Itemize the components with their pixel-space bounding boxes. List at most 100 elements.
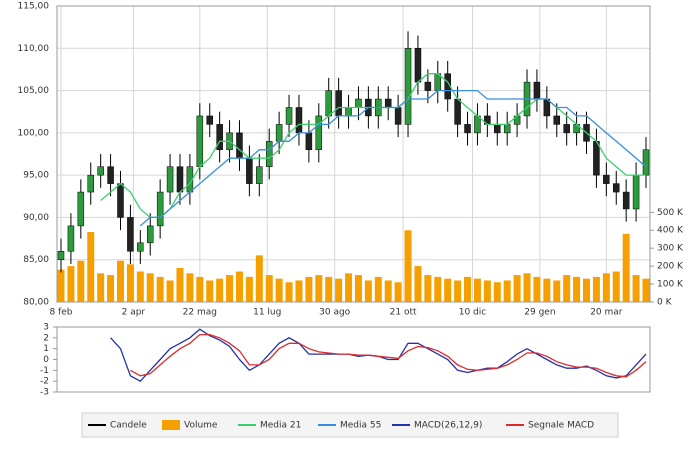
candle-body	[246, 157, 253, 184]
y-tick-label: -2	[40, 377, 49, 387]
volume-bar	[235, 271, 243, 302]
y-tick-label: 2	[43, 333, 49, 343]
volume-bar	[345, 273, 353, 302]
volume-bar	[126, 264, 134, 302]
y-tick-label: 3	[43, 323, 49, 333]
y-tick-label: 95,00	[23, 171, 49, 181]
candle-body	[553, 115, 561, 125]
legend-swatch	[162, 420, 180, 430]
volume-bar	[473, 278, 481, 302]
volume-bar	[136, 271, 144, 302]
candle-body	[87, 174, 94, 193]
candle-body	[384, 98, 392, 108]
volume-bar	[394, 282, 402, 302]
candle-body	[414, 48, 422, 83]
volume-bar	[454, 280, 462, 302]
volume-bar	[424, 275, 432, 302]
volume-bar	[335, 278, 343, 302]
candle-body	[404, 48, 412, 125]
y2-tick-label: 100 K	[657, 280, 684, 290]
volume-bar	[384, 280, 392, 302]
volume-bar	[533, 276, 541, 302]
volume-bar	[57, 269, 65, 302]
x-tick-label: 30 ago	[319, 308, 351, 318]
candle-body	[176, 166, 184, 193]
candle-body	[315, 115, 323, 151]
candle-body	[196, 115, 204, 167]
candle-body	[632, 174, 640, 210]
volume-bar	[305, 276, 313, 302]
candle-body	[137, 242, 144, 252]
volume-bar	[156, 276, 164, 302]
volume-bar	[592, 276, 600, 302]
candle-body	[166, 166, 174, 193]
volume-bar	[404, 230, 412, 302]
y-tick-label: -1	[40, 366, 49, 376]
legend-label: Segnale MACD	[528, 421, 594, 431]
y2-tick-label: 200 K	[657, 262, 684, 272]
y-tick-label: 100,00	[18, 128, 50, 138]
volume-bar	[503, 280, 511, 302]
x-tick-label: 20 mar	[590, 308, 623, 318]
legend-label: Candele	[110, 421, 147, 431]
volume-bar	[602, 273, 610, 302]
volume-bar	[543, 278, 551, 302]
x-tick-label: 8 feb	[49, 308, 72, 318]
candle-body	[256, 166, 263, 184]
candle-body	[285, 107, 293, 125]
legend-label: Volume	[184, 421, 218, 431]
candle-body	[206, 115, 213, 125]
volume-bar	[315, 275, 323, 302]
candle-body	[503, 124, 511, 134]
volume-bar	[612, 271, 620, 302]
volume-bar	[513, 275, 521, 302]
legend-label: Media 21	[260, 421, 301, 431]
candle-body	[107, 166, 114, 184]
plot-area	[57, 6, 650, 302]
volume-bar	[87, 232, 95, 302]
candle-body	[563, 124, 570, 134]
candle-body	[57, 251, 65, 260]
volume-bar	[265, 275, 273, 302]
y-tick-label: 105,00	[18, 86, 50, 96]
candle-body	[117, 183, 124, 218]
candle-body	[325, 90, 332, 117]
y2-tick-label: 400 K	[657, 226, 684, 236]
y-tick-label: 80,00	[23, 298, 49, 308]
candle-body	[127, 217, 134, 252]
volume-bar	[434, 276, 442, 302]
y-tick-label: 90,00	[23, 213, 49, 223]
y-tick-label: 110,00	[18, 44, 50, 54]
volume-bar	[107, 275, 115, 302]
volume-bar	[67, 266, 75, 302]
volume-bar	[245, 276, 253, 302]
volume-bar	[216, 278, 224, 302]
y-tick-label: 115,00	[18, 2, 50, 12]
volume-bar	[553, 280, 561, 302]
volume-bar	[285, 282, 293, 302]
volume-bar	[255, 255, 263, 302]
candle-body	[77, 191, 85, 227]
volume-bar	[325, 276, 333, 302]
y-tick-label: 1	[43, 344, 49, 354]
candle-body	[335, 90, 342, 117]
volume-bar	[583, 278, 591, 302]
candle-body	[622, 191, 630, 210]
candle-body	[295, 107, 303, 134]
volume-bar	[632, 275, 640, 302]
y-tick-label: 85,00	[23, 255, 49, 265]
volume-bar	[374, 276, 382, 302]
volume-bar	[176, 267, 184, 302]
candle-body	[67, 225, 75, 252]
volume-bar	[146, 273, 154, 302]
volume-bar	[116, 260, 124, 302]
candle-body	[146, 225, 154, 244]
volume-bar	[523, 273, 531, 302]
candle-body	[265, 141, 273, 167]
candle-body	[424, 81, 432, 91]
volume-bar	[186, 273, 194, 302]
candle-body	[454, 98, 461, 125]
volume-bar	[642, 278, 650, 302]
candle-body	[494, 124, 501, 134]
